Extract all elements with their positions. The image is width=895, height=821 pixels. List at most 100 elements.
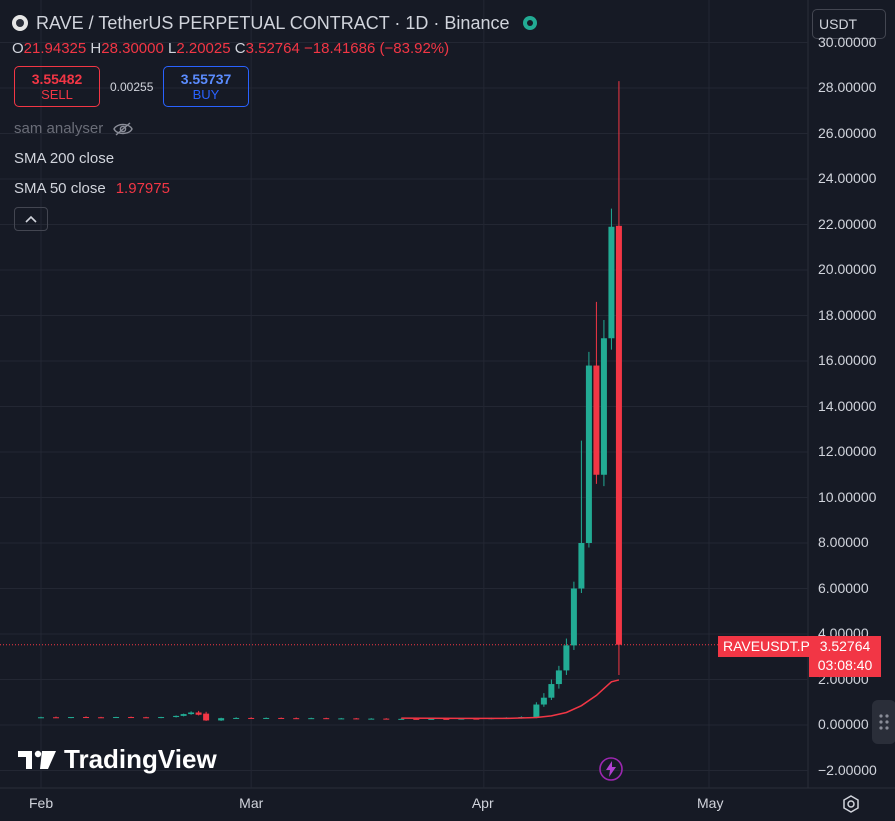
candle-down: [53, 717, 60, 719]
spread-value: 0.00255: [110, 80, 154, 94]
candle-down: [278, 717, 285, 719]
indicator-legend-sam-analyser[interactable]: sam analyser: [14, 120, 133, 137]
sma50-value: 1.97975: [115, 180, 170, 197]
candle-up: [263, 717, 270, 719]
collapse-legend-button[interactable]: [14, 207, 48, 231]
candle-up: [398, 718, 405, 720]
time-tick-label: Feb: [29, 795, 54, 811]
price-tick-label: 28.00000: [818, 79, 877, 95]
sell-button[interactable]: 3.55482 SELL: [14, 66, 100, 107]
candle-up: [555, 670, 562, 685]
candle-up: [180, 714, 187, 716]
open-label: O: [12, 40, 24, 57]
candle-down: [323, 718, 330, 720]
ohlc-readout: O21.94325 H28.30000 L2.20025 C3.52764 −1…: [12, 40, 449, 57]
candle-down: [143, 717, 150, 719]
candle-down: [203, 713, 210, 721]
price-tick-label: 20.00000: [818, 261, 877, 277]
candle-up: [158, 717, 165, 719]
price-tick-label: 24.00000: [818, 170, 877, 186]
price-scale-drag-handle[interactable]: [872, 700, 895, 744]
indicator-legend-sma200[interactable]: SMA 200 close: [14, 150, 114, 167]
candle-down: [83, 717, 90, 719]
drag-dots-icon: [879, 714, 889, 730]
candle-down: [293, 718, 300, 720]
candle-up: [218, 718, 225, 721]
sma50-line: [401, 679, 620, 720]
candle-up: [188, 712, 195, 715]
candle-down: [128, 717, 135, 719]
candle-up: [578, 543, 585, 589]
price-tick-label: 10.00000: [818, 488, 877, 505]
tradingview-watermark: TradingView: [18, 744, 217, 775]
price-tick-label: 0.00000: [818, 716, 869, 732]
symbol-title[interactable]: RAVE / TetherUS PERPETUAL CONTRACT · 1D …: [36, 12, 510, 33]
candle-up: [608, 226, 615, 339]
candle-down: [195, 712, 202, 715]
chevron-up-icon: [25, 215, 37, 223]
candle-up: [533, 704, 540, 718]
price-tick-label: 30.00000: [818, 33, 877, 50]
indicator-legend-sma50[interactable]: SMA 50 close 1.97975: [14, 180, 170, 197]
currency-selector[interactable]: USDT: [812, 9, 886, 39]
eye-hidden-icon[interactable]: [113, 121, 133, 136]
candle-down: [248, 717, 255, 719]
settings-gear-icon[interactable]: [842, 795, 860, 813]
candle-down: [383, 718, 390, 720]
candle-up: [600, 338, 607, 475]
high-label: H: [90, 40, 102, 57]
buy-button[interactable]: 3.55737 BUY: [163, 66, 249, 107]
change-value: −18.41686 (−83.92%): [304, 40, 450, 57]
chart-title-bar: RAVE / TetherUS PERPETUAL CONTRACT · 1D …: [12, 12, 538, 34]
sell-price: 3.55482: [31, 71, 83, 87]
watermark-text: TradingView: [64, 744, 217, 774]
sma200-label: SMA 200 close: [14, 150, 115, 167]
candle-up: [68, 717, 75, 719]
candle-up: [428, 718, 435, 720]
price-tick-label: 26.00000: [818, 124, 877, 141]
symbol-price-label: RAVEUSDT.P: [718, 636, 815, 657]
price-tick-label: 12.00000: [818, 443, 877, 459]
tradingview-logo-icon: [18, 750, 56, 769]
candle-down: [413, 718, 420, 720]
price-tick-label: 16.00000: [818, 352, 877, 368]
time-tick-label: May: [697, 795, 724, 811]
high-value: 28.30000: [101, 40, 164, 57]
price-tick-label: 22.00000: [818, 215, 877, 232]
close-label: C: [234, 40, 246, 57]
currency-label: USDT: [819, 16, 858, 32]
last-price-value: 3.52764: [819, 638, 871, 654]
low-label: L: [168, 40, 177, 57]
candle-up: [233, 717, 240, 719]
rave-coin-icon: [12, 15, 28, 31]
buy-price: 3.55737: [180, 71, 232, 87]
indicator-name: sam analyser: [14, 120, 104, 137]
low-value: 2.20025: [176, 40, 231, 57]
sell-label: SELL: [41, 87, 73, 102]
candle-down: [98, 717, 105, 719]
close-value: 3.52764: [245, 40, 300, 57]
price-tick-label: 18.00000: [818, 306, 877, 323]
candle-down: [443, 718, 450, 720]
candle-up: [173, 715, 180, 718]
time-tick-label: Mar: [239, 795, 264, 811]
bar-countdown: 03:08:40: [817, 657, 873, 673]
time-tick-label: Apr: [471, 795, 494, 811]
candle-up: [540, 697, 547, 705]
candle-up: [570, 588, 577, 646]
lightning-bolt-icon[interactable]: [599, 757, 623, 781]
buy-label: BUY: [192, 87, 220, 102]
last-price-label: 3.52764 03:08:40: [809, 636, 881, 677]
market-open-status-icon: [523, 16, 538, 30]
candle-up: [585, 365, 592, 543]
candle-up: [338, 718, 345, 720]
candle-up: [368, 718, 375, 720]
open-value: 21.94325: [23, 40, 87, 57]
price-tick-label: −2.00000: [818, 761, 877, 778]
candle-up: [308, 718, 315, 720]
candle-down: [353, 718, 360, 720]
candle-up: [113, 717, 120, 719]
price-tick-label: 6.00000: [818, 579, 869, 596]
